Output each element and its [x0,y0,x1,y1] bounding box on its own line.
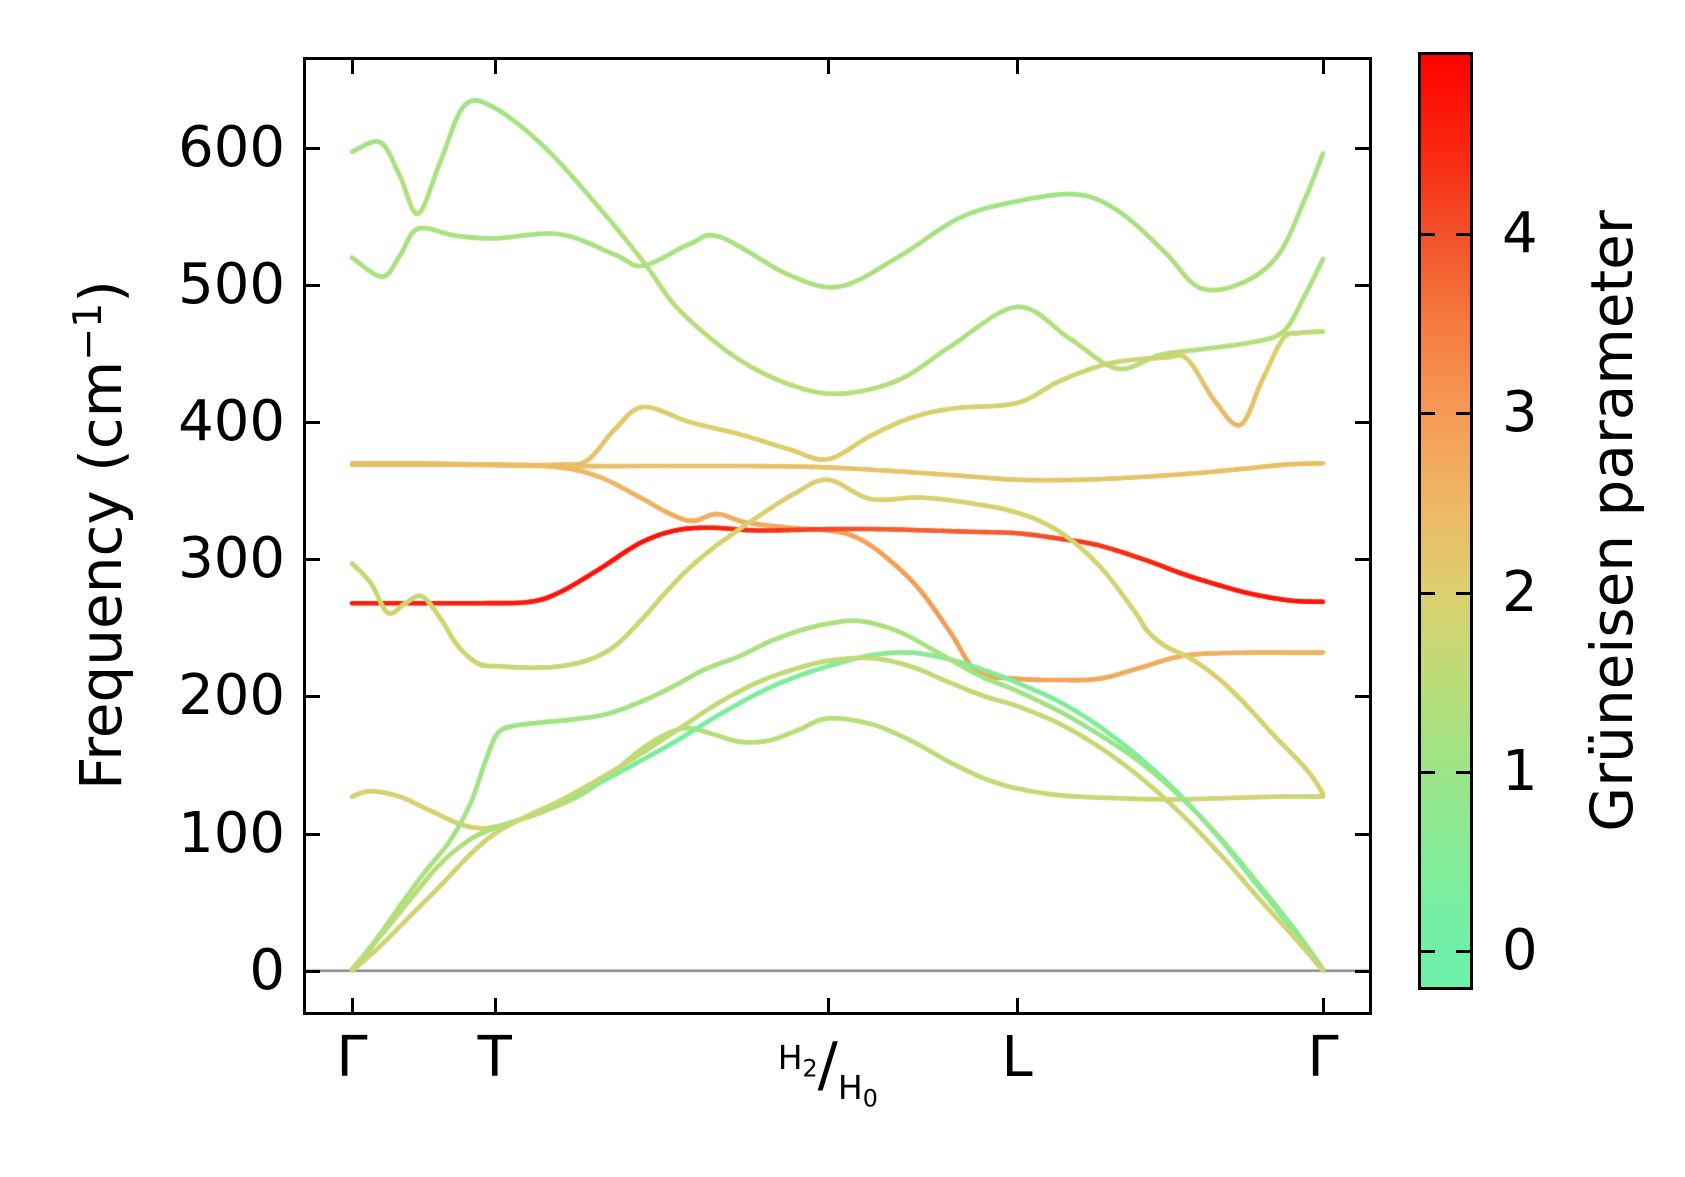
colorbar-tick-label: 2 [1502,560,1538,625]
x-tick-top [494,60,497,74]
y-tick-label: 100 [178,800,285,866]
x-tick-bottom [827,998,830,1012]
colorbar-tick-right [1456,950,1470,953]
x-tick-label: H2/H0 [777,1030,878,1113]
y-tick-left [306,284,320,287]
x-tick-label: Γ [336,1025,368,1090]
x-tick-bottom [1016,998,1019,1012]
x-tick-top [827,60,830,74]
colorbar-gradient [1418,52,1473,990]
y-tick-label: 200 [178,663,285,729]
y-tick-label: 500 [178,251,285,317]
y-tick-right [1355,833,1369,836]
y-tick-right [1355,284,1369,287]
colorbar-tick-label: 0 [1502,918,1538,983]
colorbar-tick-left [1421,592,1435,595]
colorbar-tick-label: 3 [1502,380,1538,445]
colorbar-tick-right [1456,592,1470,595]
y-tick-label: 600 [178,114,285,180]
x-tick-label: T [477,1025,512,1090]
x-tick-bottom [494,998,497,1012]
colorbar-tick-left [1421,950,1435,953]
y-tick-right [1355,695,1369,698]
band-structure-canvas [306,60,1369,1012]
x-tick-label: Γ [1307,1025,1339,1090]
colorbar-tick-right [1456,412,1470,415]
colorbar-label: Grüneisen parameter [1578,210,1646,832]
colorbar-tick-label: 4 [1502,201,1538,266]
x-tick-top [1322,60,1325,74]
colorbar-tick-label: 1 [1502,739,1538,804]
y-tick-label: 300 [178,526,285,592]
y-tick-label: 400 [178,389,285,455]
colorbar-tick-left [1421,771,1435,774]
x-tick-bottom [351,998,354,1012]
y-tick-right [1355,970,1369,973]
x-tick-top [1016,60,1019,74]
x-tick-label: L [1001,1025,1033,1090]
y-tick-right [1355,421,1369,424]
x-tick-bottom [1322,998,1325,1012]
y-tick-left [306,695,320,698]
y-tick-left [306,970,320,973]
y-tick-left [306,147,320,150]
colorbar-tick-right [1456,771,1470,774]
plot-area [303,57,1372,1015]
y-tick-right [1355,558,1369,561]
y-tick-left [306,558,320,561]
y-tick-right [1355,147,1369,150]
colorbar-tick-left [1421,233,1435,236]
x-tick-top [351,60,354,74]
y-tick-left [306,421,320,424]
y-tick-label: 0 [249,937,285,1003]
colorbar-tick-left [1421,412,1435,415]
colorbar-tick-right [1456,233,1470,236]
y-tick-left [306,833,320,836]
